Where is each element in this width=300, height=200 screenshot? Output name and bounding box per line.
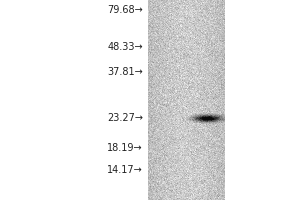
Text: 18.19→: 18.19→ — [107, 143, 143, 153]
Text: 37.81→: 37.81→ — [107, 67, 143, 77]
Text: 79.68→: 79.68→ — [107, 5, 143, 15]
Text: 23.27→: 23.27→ — [107, 113, 143, 123]
Text: 14.17→: 14.17→ — [107, 165, 143, 175]
Text: 48.33→: 48.33→ — [107, 42, 143, 52]
